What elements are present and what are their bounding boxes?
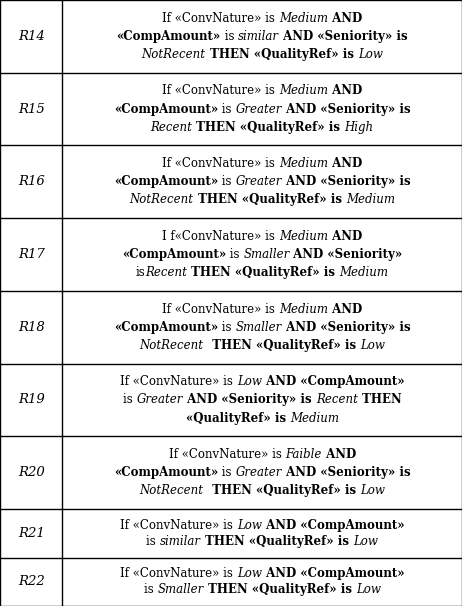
Text: AND: AND (328, 12, 362, 25)
Text: R15: R15 (18, 102, 44, 116)
Text: Recent: Recent (151, 121, 193, 134)
Text: Greater: Greater (137, 393, 183, 407)
Text: If «ConvNature» is: If «ConvNature» is (120, 519, 237, 531)
Text: If «ConvNature» is: If «ConvNature» is (162, 157, 279, 170)
Text: If «ConvNature» is: If «ConvNature» is (162, 302, 279, 316)
Text: «CompAmount»: «CompAmount» (114, 321, 218, 334)
Text: Low: Low (356, 584, 381, 596)
Text: Smaller: Smaller (157, 584, 204, 596)
Text: «CompAmount»: «CompAmount» (114, 175, 218, 188)
Text: R16: R16 (18, 175, 44, 188)
Text: is: is (218, 102, 236, 116)
Text: THEN «QualityRef» is: THEN «QualityRef» is (206, 48, 358, 61)
Text: Medium: Medium (279, 12, 328, 25)
Text: Smaller: Smaller (243, 248, 289, 261)
Text: «CompAmount»: «CompAmount» (114, 102, 218, 116)
Text: Low: Low (237, 519, 261, 531)
Text: R20: R20 (18, 466, 44, 479)
Text: R18: R18 (18, 321, 44, 334)
Text: R21: R21 (18, 527, 44, 540)
Text: is: is (146, 535, 160, 548)
Text: is: is (123, 393, 137, 407)
Text: THEN «QualityRef» is: THEN «QualityRef» is (194, 193, 346, 207)
Text: NotRecent: NotRecent (140, 339, 204, 352)
Text: is: is (218, 466, 236, 479)
Text: THEN «QualityRef» is: THEN «QualityRef» is (193, 121, 345, 134)
Text: is: is (226, 248, 243, 261)
Text: Medium: Medium (279, 302, 328, 316)
Text: THEN «QualityRef» is: THEN «QualityRef» is (204, 584, 356, 596)
Text: THEN «QualityRef» is: THEN «QualityRef» is (188, 266, 340, 279)
Text: R22: R22 (18, 575, 44, 588)
Text: Recent: Recent (316, 393, 358, 407)
Text: AND «Seniority» is: AND «Seniority» is (279, 30, 408, 43)
Text: AND: AND (328, 84, 362, 98)
Text: If «ConvNature» is: If «ConvNature» is (120, 375, 237, 388)
Text: AND «Seniority»: AND «Seniority» (289, 248, 403, 261)
Text: Medium: Medium (290, 411, 339, 425)
Text: is: is (218, 175, 236, 188)
Text: THEN: THEN (358, 393, 401, 407)
Text: Low: Low (360, 339, 385, 352)
Text: Faible: Faible (285, 448, 322, 461)
Text: Low: Low (237, 375, 261, 388)
Text: Greater: Greater (236, 175, 282, 188)
Text: Medium: Medium (346, 193, 395, 207)
Text: AND «CompAmount»: AND «CompAmount» (261, 567, 404, 580)
Text: AND «CompAmount»: AND «CompAmount» (261, 519, 404, 531)
Text: AND «Seniority» is: AND «Seniority» is (183, 393, 316, 407)
Text: NotRecent: NotRecent (142, 48, 206, 61)
Text: «CompAmount»: «CompAmount» (114, 466, 218, 479)
Text: is: is (218, 321, 236, 334)
Text: similar: similar (238, 30, 279, 43)
Text: If «ConvNature» is: If «ConvNature» is (162, 84, 279, 98)
Text: AND «Seniority» is: AND «Seniority» is (282, 102, 410, 116)
Text: «CompAmount»: «CompAmount» (122, 248, 226, 261)
Text: AND: AND (328, 302, 362, 316)
Text: NotRecent: NotRecent (130, 193, 194, 207)
Text: AND: AND (322, 448, 356, 461)
Text: AND: AND (328, 230, 362, 243)
Text: Medium: Medium (279, 157, 328, 170)
Text: «QualityRef» is: «QualityRef» is (186, 411, 290, 425)
Text: R19: R19 (18, 393, 44, 407)
Text: If «ConvNature» is: If «ConvNature» is (162, 12, 279, 25)
Text: THEN «QualityRef» is: THEN «QualityRef» is (201, 535, 353, 548)
Text: AND «Seniority» is: AND «Seniority» is (282, 321, 410, 334)
Text: R17: R17 (18, 248, 44, 261)
Text: AND «CompAmount»: AND «CompAmount» (261, 375, 404, 388)
Text: Greater: Greater (236, 466, 282, 479)
Text: AND «Seniority» is: AND «Seniority» is (282, 466, 410, 479)
Text: THEN «QualityRef» is: THEN «QualityRef» is (204, 484, 360, 498)
Text: Recent: Recent (146, 266, 188, 279)
Text: Low: Low (358, 48, 383, 61)
Text: Low: Low (353, 535, 378, 548)
Text: NotRecent: NotRecent (140, 484, 204, 498)
Text: If «ConvNature» is: If «ConvNature» is (169, 448, 285, 461)
Text: similar: similar (160, 535, 201, 548)
Text: AND «Seniority» is: AND «Seniority» is (282, 175, 410, 188)
Text: Medium: Medium (340, 266, 389, 279)
Text: Smaller: Smaller (236, 321, 282, 334)
Text: Medium: Medium (279, 84, 328, 98)
Text: THEN «QualityRef» is: THEN «QualityRef» is (204, 339, 360, 352)
Text: I f«ConvNature» is: I f«ConvNature» is (162, 230, 279, 243)
Text: R14: R14 (18, 30, 44, 43)
Text: Low: Low (237, 567, 261, 580)
Text: If «ConvNature» is: If «ConvNature» is (120, 567, 237, 580)
Text: is: is (136, 266, 146, 279)
Text: Low: Low (360, 484, 385, 498)
Text: High: High (345, 121, 374, 134)
Text: AND: AND (328, 157, 362, 170)
Text: Medium: Medium (279, 230, 328, 243)
Text: is: is (144, 584, 157, 596)
Text: «CompAmount»: «CompAmount» (116, 30, 221, 43)
Text: Greater: Greater (236, 102, 282, 116)
Text: is: is (221, 30, 238, 43)
